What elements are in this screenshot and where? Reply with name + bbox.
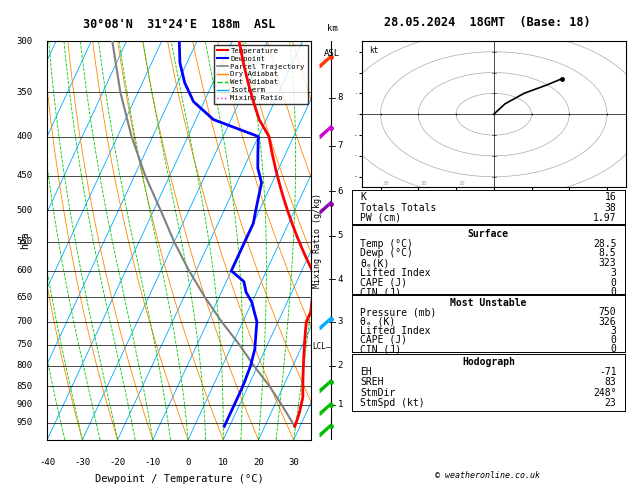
Text: 3: 3 [611,326,616,336]
Text: 28.05.2024  18GMT  (Base: 18): 28.05.2024 18GMT (Base: 18) [384,16,591,29]
Text: 30°08'N  31°24'E  188m  ASL: 30°08'N 31°24'E 188m ASL [83,18,276,32]
Text: 600: 600 [16,266,33,275]
Text: 20: 20 [253,458,264,467]
Text: Totals Totals: Totals Totals [360,203,437,212]
Text: 400: 400 [16,132,33,141]
Text: 450: 450 [16,171,33,180]
Text: Lifted Index: Lifted Index [360,326,431,336]
Text: -30: -30 [74,458,91,467]
Text: 8.5: 8.5 [599,248,616,258]
Text: 20: 20 [420,181,426,186]
Text: 750: 750 [599,307,616,317]
Text: 800: 800 [16,362,33,370]
Text: PW (cm): PW (cm) [360,213,401,223]
Text: 750: 750 [16,340,33,349]
Text: 950: 950 [16,418,33,427]
Text: hPa: hPa [19,232,30,249]
Text: Temp (°C): Temp (°C) [360,239,413,248]
Text: Pressure (mb): Pressure (mb) [360,307,437,317]
Text: 83: 83 [604,378,616,387]
Text: 650: 650 [16,293,33,302]
Text: 2: 2 [337,362,343,370]
Text: 248°: 248° [593,388,616,398]
Text: 326: 326 [599,316,616,327]
Text: CAPE (J): CAPE (J) [360,278,408,288]
Text: CIN (J): CIN (J) [360,287,401,297]
Text: 4: 4 [337,275,343,284]
Text: 3: 3 [611,268,616,278]
Text: 38: 38 [604,203,616,212]
Text: -20: -20 [109,458,126,467]
Text: 28.5: 28.5 [593,239,616,248]
Text: Hodograph: Hodograph [462,357,515,367]
Text: kt: kt [370,46,379,55]
Text: 350: 350 [16,88,33,97]
Text: 3: 3 [337,317,343,326]
Text: 8: 8 [337,93,343,103]
Text: θₑ (K): θₑ (K) [360,316,396,327]
Text: -71: -71 [599,367,616,377]
Text: Dewpoint / Temperature (°C): Dewpoint / Temperature (°C) [95,474,264,484]
Text: K: K [360,192,366,202]
Text: 500: 500 [16,206,33,215]
Text: 1.97: 1.97 [593,213,616,223]
Text: 1: 1 [337,400,343,410]
Text: 900: 900 [16,400,33,410]
Text: CIN (J): CIN (J) [360,344,401,354]
Text: 5: 5 [337,231,343,241]
Text: -40: -40 [39,458,55,467]
Text: 23: 23 [604,398,616,408]
Text: Lifted Index: Lifted Index [360,268,431,278]
Text: Mixing Ratio (g/kg): Mixing Ratio (g/kg) [313,193,321,288]
Text: 6: 6 [337,187,343,196]
Text: 0: 0 [611,344,616,354]
Text: LCL: LCL [313,342,326,351]
Text: 10: 10 [218,458,229,467]
Text: Surface: Surface [468,229,509,239]
Text: 10: 10 [458,181,464,186]
Text: 0: 0 [186,458,191,467]
Text: StmDir: StmDir [360,388,396,398]
Text: 7: 7 [337,141,343,150]
Text: 0: 0 [611,335,616,345]
Text: 300: 300 [16,37,33,46]
Text: Most Unstable: Most Unstable [450,298,526,308]
Text: km: km [327,24,338,34]
Text: ASL: ASL [324,49,340,58]
Text: 0: 0 [611,278,616,288]
Text: 323: 323 [599,258,616,268]
Legend: Temperature, Dewpoint, Parcel Trajectory, Dry Adiabat, Wet Adiabat, Isotherm, Mi: Temperature, Dewpoint, Parcel Trajectory… [214,45,308,104]
Text: StmSpd (kt): StmSpd (kt) [360,398,425,408]
Text: 850: 850 [16,382,33,391]
Text: © weatheronline.co.uk: © weatheronline.co.uk [435,471,540,480]
Text: CAPE (J): CAPE (J) [360,335,408,345]
Text: 0: 0 [611,287,616,297]
Text: θₑ(K): θₑ(K) [360,258,390,268]
Text: 550: 550 [16,238,33,246]
Text: -10: -10 [145,458,161,467]
Text: 700: 700 [16,317,33,326]
Text: EH: EH [360,367,372,377]
Text: Dewp (°C): Dewp (°C) [360,248,413,258]
Text: 30: 30 [288,458,299,467]
Text: 16: 16 [604,192,616,202]
Text: SREH: SREH [360,378,384,387]
Text: 30: 30 [382,181,389,186]
